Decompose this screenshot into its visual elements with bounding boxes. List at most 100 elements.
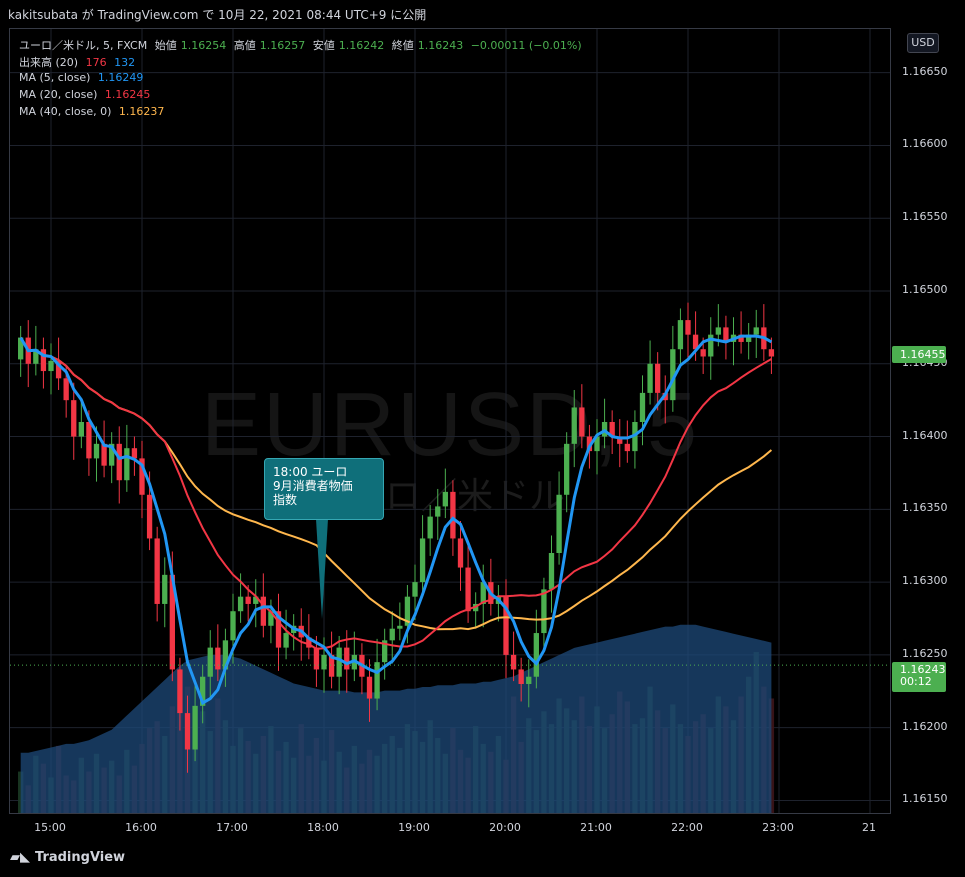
ma5-label: MA (5, close) (19, 71, 91, 84)
candle-body (71, 400, 77, 437)
candle-body (116, 443, 122, 481)
candle-body (275, 611, 282, 648)
time-axis-label: 22:00 (671, 821, 703, 834)
tradingview-logo-icon: ▰◣ (10, 850, 30, 865)
price-axis-label: 1.16200 (902, 719, 948, 733)
candle-body (200, 676, 206, 706)
callout-line-1: 18:00 ユーロ (273, 465, 348, 479)
price-axis-label: 1.16300 (902, 574, 948, 588)
legend-ma40[interactable]: MA (40, close, 0) 1.16237 (19, 105, 168, 118)
price-axis-label: 1.16550 (902, 210, 948, 224)
candle-body (435, 506, 441, 517)
candle-body (139, 458, 145, 495)
price-axis-label: 1.16350 (902, 501, 948, 515)
candle-body (738, 334, 744, 342)
candle-body (154, 538, 160, 604)
current-price-value: 1.16243 (900, 663, 946, 676)
candle-body (18, 337, 24, 360)
volume-bar (18, 771, 24, 813)
volume-value: 176 (85, 56, 107, 69)
tradingview-logo[interactable]: ▰◣ TradingView (10, 850, 125, 865)
candle-body (215, 647, 221, 670)
candle-body (579, 407, 585, 437)
candle-body (268, 611, 274, 626)
time-axis-label: 18:00 (307, 821, 339, 834)
candle-body (222, 640, 229, 670)
candle-body (63, 378, 69, 401)
candle-body (427, 516, 433, 539)
publish-suffix: に公開 (390, 8, 427, 22)
candle-body (586, 436, 593, 452)
candle-body (207, 647, 213, 677)
price-axis-label: 1.16600 (902, 137, 948, 151)
candle-body (344, 647, 350, 670)
ma5-line (19, 334, 773, 706)
candle-body (192, 705, 198, 750)
candle-body (450, 491, 456, 539)
time-axis-label: 15:00 (34, 821, 66, 834)
candle-body (245, 596, 251, 604)
currency-button[interactable]: USD (907, 33, 939, 53)
candle-body (685, 320, 691, 335)
candle-body (162, 574, 168, 604)
change-value: −0.00011 (−0.01%) (470, 39, 582, 52)
candle-body (184, 713, 191, 750)
high-label: 高値 (233, 39, 256, 52)
legend-volume[interactable]: 出来高 (20) 176 132 (19, 54, 139, 70)
candle-body (503, 596, 509, 655)
candle-body (177, 669, 183, 714)
volume-ma-value: 132 (114, 56, 136, 69)
ma20-value: 1.16245 (104, 88, 151, 101)
bar-countdown: 00:12 (900, 675, 932, 688)
ma5-value: 1.16249 (97, 71, 144, 84)
legend-symbol[interactable]: ユーロ／米ドル, 5, FXCM (19, 39, 148, 52)
chart-pane[interactable]: EURUSD, 5 ロ／米ドル (9, 28, 891, 814)
candle-body (677, 320, 684, 350)
price-axis-label: 1.16250 (902, 646, 948, 660)
time-axis-label: 21 (862, 821, 876, 834)
callout-line-2: 9月消費者物価 (273, 479, 353, 493)
ma40-label: MA (40, close, 0) (19, 105, 112, 118)
author-name[interactable]: kakitsubata (8, 8, 78, 22)
candle-body (609, 422, 615, 437)
platform-name: TradingView.com (97, 8, 199, 22)
price-chart[interactable] (10, 29, 891, 814)
callout-line-3: 指数 (273, 493, 298, 507)
candle-body (374, 662, 380, 699)
candle-body (647, 363, 653, 393)
low-value: 1.16242 (338, 39, 385, 52)
candle-body (313, 647, 320, 670)
price-axis-label: 1.16400 (902, 428, 948, 442)
candle-body (768, 349, 775, 357)
candle-body (366, 676, 373, 699)
candle-body (86, 422, 92, 459)
candle-body (518, 669, 524, 684)
candle-body (283, 633, 289, 648)
candle-body (457, 538, 464, 568)
candle-body (571, 407, 577, 444)
candle-body (48, 360, 54, 372)
candle-body (404, 596, 411, 626)
volume-ma-area (20, 624, 772, 813)
time-axis-label: 20:00 (489, 821, 521, 834)
open-value: 1.16254 (180, 39, 227, 52)
candle-body (594, 436, 600, 452)
high-value: 1.16257 (259, 39, 306, 52)
candle-body (526, 676, 532, 684)
candle-body (169, 574, 175, 670)
legend-ma5[interactable]: MA (5, close) 1.16249 (19, 71, 147, 84)
candle-body (480, 582, 486, 604)
time-axis-label: 21:00 (580, 821, 612, 834)
candle-body (556, 494, 562, 553)
candle-body (617, 436, 623, 444)
candle-body (40, 349, 47, 372)
news-callout[interactable]: 18:00 ユーロ 9月消費者物価 指数 (264, 458, 384, 520)
low-label: 安値 (312, 39, 335, 52)
candle-body (533, 633, 539, 677)
candle-body (715, 327, 721, 335)
candle-body (55, 360, 62, 379)
candle-body (382, 640, 388, 663)
candle-body (306, 637, 312, 648)
volume-label: 出来高 (20) (19, 56, 79, 69)
legend-ma20[interactable]: MA (20, close) 1.16245 (19, 88, 154, 101)
